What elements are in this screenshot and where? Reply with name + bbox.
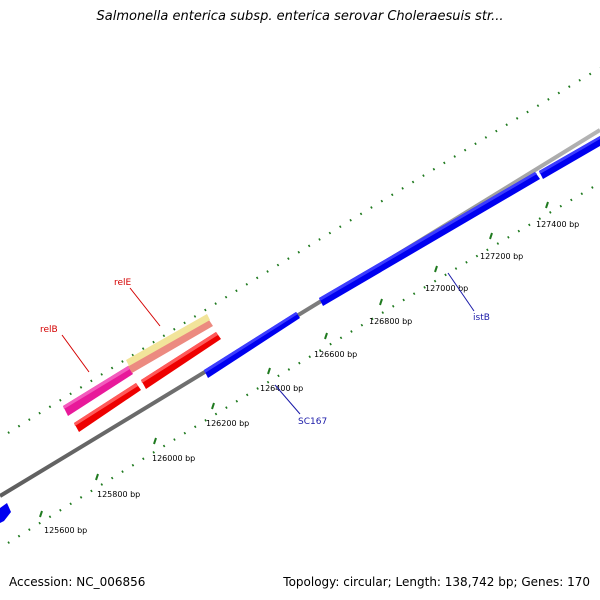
gene-label-SC167[interactable]: SC167 xyxy=(298,417,327,427)
gene-block-left-edge[interactable] xyxy=(0,503,11,523)
tick-mark xyxy=(39,510,43,518)
tick-mark xyxy=(545,201,549,209)
inner-tick-ring xyxy=(7,182,600,544)
tick-mark xyxy=(434,265,438,273)
gene-label-leaders xyxy=(61,272,475,415)
relB-leader xyxy=(61,334,90,373)
gene-labels: relE relB SC167 istB xyxy=(40,278,490,427)
gene-block-red-upper[interactable] xyxy=(141,332,221,389)
tick-mark xyxy=(379,298,383,306)
SC167-leader xyxy=(274,384,301,415)
genome-backbone xyxy=(0,128,600,498)
tick-mark xyxy=(324,332,328,340)
red-genes xyxy=(74,332,221,432)
tick-mark xyxy=(153,437,157,445)
gene-block-relE[interactable] xyxy=(126,314,210,366)
minus-strand-genes xyxy=(0,136,600,523)
tick-label: 126000 bp xyxy=(152,454,195,463)
tick-mark xyxy=(211,402,215,410)
tick-label: 125800 bp xyxy=(97,490,140,499)
outer-tick-ring xyxy=(7,67,600,434)
gene-block-relE-salmon[interactable] xyxy=(128,320,213,373)
tick-label: 127400 bp xyxy=(536,220,579,229)
tick-mark xyxy=(267,367,271,375)
tick-label: 127200 bp xyxy=(480,252,523,261)
tick-mark xyxy=(95,473,99,481)
inner-tick-ring-arc xyxy=(7,182,600,544)
gene-block-SC167[interactable] xyxy=(204,312,300,378)
gene-block-right-edge[interactable] xyxy=(539,136,600,179)
backbone-line xyxy=(0,128,600,498)
gene-block-red-lower[interactable] xyxy=(74,383,141,432)
tick-label: 126200 bp xyxy=(206,419,249,428)
map-title: Salmonella enterica subsp. enterica sero… xyxy=(96,9,504,24)
tick-mark xyxy=(489,232,493,240)
gene-label-relB[interactable]: relB xyxy=(40,325,58,335)
outer-tick-ring-arc xyxy=(7,67,600,434)
tick-label: 126800 bp xyxy=(369,317,412,326)
tick-label: 126600 bp xyxy=(314,350,357,359)
gene-label-relE[interactable]: relE xyxy=(114,278,132,288)
gene-label-istB[interactable]: istB xyxy=(473,313,490,323)
tick-label: 127000 bp xyxy=(425,284,468,293)
tick-marks: 125600 bp 125800 bp 126000 bp 126200 bp … xyxy=(39,201,579,535)
tick-label: 126400 bp xyxy=(260,384,303,393)
gene-block-istB-region[interactable] xyxy=(319,172,540,306)
toxin-antitoxin-genes xyxy=(63,314,213,416)
gene-block-relB[interactable] xyxy=(63,366,133,416)
accession-text: Accession: NC_006856 xyxy=(9,575,146,589)
genome-summary-text: Topology: circular; Length: 138,742 bp; … xyxy=(283,575,590,589)
relE-leader xyxy=(129,287,161,327)
tick-label: 125600 bp xyxy=(44,526,87,535)
istB-leader xyxy=(447,272,475,312)
